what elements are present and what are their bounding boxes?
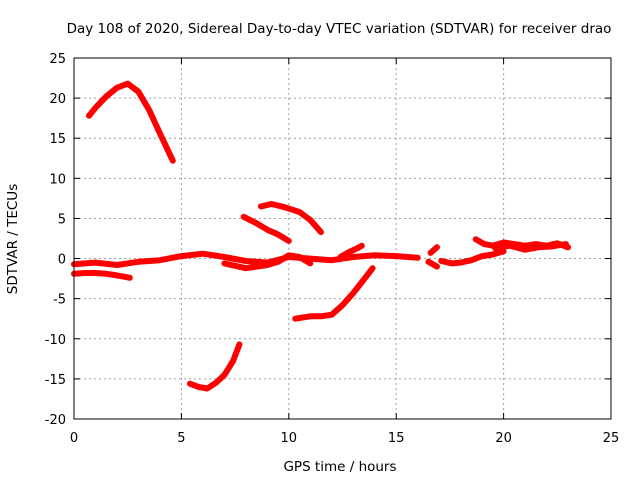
- series-track-14: [492, 241, 569, 253]
- grid-lines: [74, 58, 611, 419]
- series-track-10: [427, 244, 440, 256]
- series-track-4: [257, 201, 324, 236]
- series-track-12: [438, 248, 507, 267]
- x-tick-label: 5: [177, 431, 185, 446]
- series-track-3: [240, 213, 292, 244]
- series-lines: [71, 80, 571, 392]
- y-axis-label: SDTVAR / TECUs: [5, 184, 21, 294]
- x-tick-label: 25: [603, 431, 620, 446]
- series-track-1: [86, 80, 176, 164]
- x-tick-label: 10: [281, 431, 298, 446]
- y-tick-label: 15: [49, 132, 66, 147]
- y-tick-label: 5: [58, 212, 66, 227]
- y-tick-label: 10: [49, 172, 66, 187]
- x-tick-label: 20: [495, 431, 512, 446]
- y-tick-label: -5: [53, 293, 66, 308]
- y-tick-label: -10: [45, 333, 66, 348]
- y-tick-label: -20: [45, 413, 66, 428]
- plot-frame: [73, 57, 612, 420]
- series-track-5: [292, 265, 376, 322]
- x-axis-label: GPS time / hours: [283, 459, 396, 475]
- y-tick-label: 25: [49, 52, 66, 67]
- x-tick-label: 15: [388, 431, 405, 446]
- y-tick-label: 20: [49, 92, 66, 107]
- series-track-7: [71, 250, 421, 268]
- series-track-9: [337, 242, 365, 260]
- series-track-8: [221, 252, 314, 272]
- y-tick-label: -15: [45, 373, 66, 388]
- series-track-11: [425, 258, 440, 270]
- chart-title: Day 108 of 2020, Sidereal Day-to-day VTE…: [67, 21, 612, 37]
- axis-ticks: 0 5 10 15 20 25 -20 -15 -10 -5 0 5 10 15 20 25: [45, 52, 620, 446]
- series-track-2: [187, 341, 243, 392]
- y-tick-label: 0: [58, 253, 66, 268]
- series-track-6: [71, 270, 133, 281]
- x-tick-label: 0: [70, 431, 78, 446]
